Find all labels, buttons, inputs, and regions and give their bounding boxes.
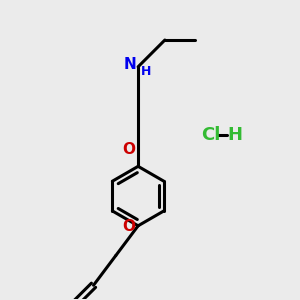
Text: O: O: [123, 142, 136, 157]
Text: Cl: Cl: [201, 126, 220, 144]
Text: O: O: [123, 219, 136, 234]
Text: H: H: [141, 65, 152, 78]
Text: H: H: [227, 126, 242, 144]
Text: N: N: [124, 57, 136, 72]
